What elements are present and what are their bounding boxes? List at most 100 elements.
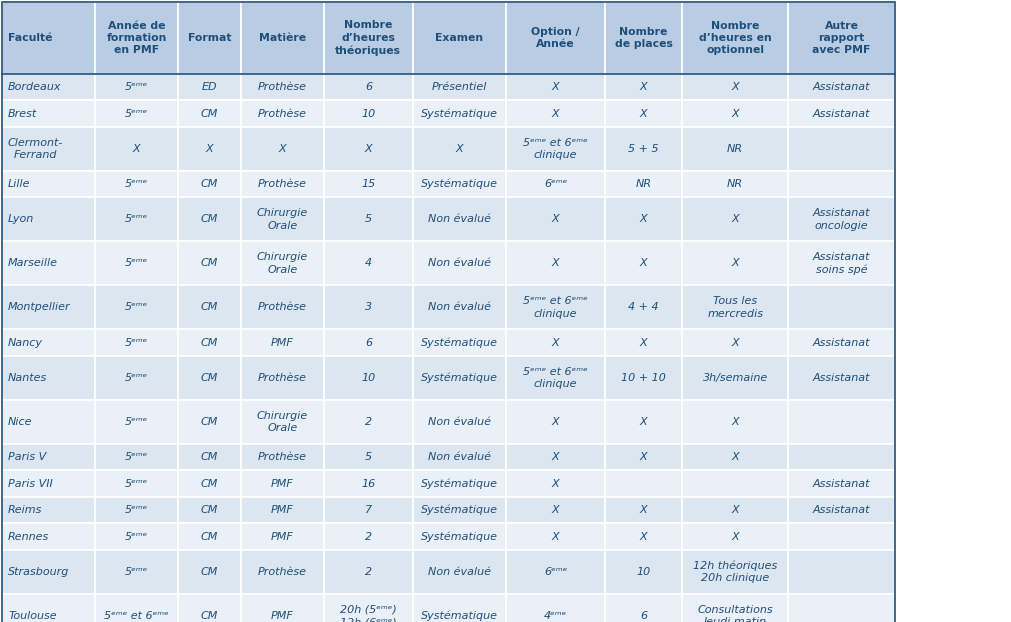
- Bar: [2, 74, 95, 101]
- Bar: [2, 470, 95, 497]
- Text: 6ᵉᵐᵉ: 6ᵉᵐᵉ: [544, 567, 566, 577]
- Bar: [95, 127, 178, 171]
- Text: Autre
rapport
avec PMF: Autre rapport avec PMF: [812, 21, 869, 55]
- Bar: [681, 356, 788, 400]
- Text: CM: CM: [200, 259, 218, 269]
- Bar: [241, 2, 324, 74]
- Bar: [178, 198, 241, 241]
- Bar: [178, 101, 241, 127]
- Text: 5ᵉᵐᵉ: 5ᵉᵐᵉ: [125, 109, 148, 119]
- Text: CM: CM: [200, 417, 218, 427]
- Bar: [178, 2, 241, 74]
- Text: 7: 7: [364, 505, 372, 515]
- Bar: [95, 74, 178, 101]
- Bar: [605, 470, 681, 497]
- Bar: [241, 101, 324, 127]
- Bar: [95, 470, 178, 497]
- Text: X: X: [639, 505, 647, 515]
- Bar: [241, 241, 324, 285]
- Text: 6: 6: [639, 611, 647, 621]
- Bar: [788, 524, 894, 550]
- Text: 6: 6: [364, 338, 372, 348]
- Bar: [681, 550, 788, 594]
- Bar: [324, 2, 412, 74]
- Text: 2: 2: [364, 567, 372, 577]
- Text: CM: CM: [200, 611, 218, 621]
- Text: Systématique: Systématique: [421, 108, 497, 119]
- Text: Systématique: Systématique: [421, 532, 497, 542]
- Text: X: X: [731, 338, 738, 348]
- Text: PMF: PMF: [271, 532, 293, 542]
- Bar: [2, 2, 894, 622]
- Text: PMF: PMF: [271, 505, 293, 515]
- Bar: [2, 2, 95, 74]
- Text: Nancy: Nancy: [8, 338, 43, 348]
- Bar: [178, 470, 241, 497]
- Bar: [2, 171, 95, 198]
- Bar: [95, 171, 178, 198]
- Text: Non évalué: Non évalué: [428, 452, 490, 462]
- Bar: [681, 74, 788, 101]
- Bar: [788, 127, 894, 171]
- Text: 2: 2: [364, 417, 372, 427]
- Text: X: X: [551, 532, 559, 542]
- Text: Clermont-
Ferrand: Clermont- Ferrand: [8, 138, 64, 160]
- Text: NR: NR: [727, 179, 742, 189]
- Text: 5ᵉᵐᵉ et 6ᵉᵐᵉ
clinique: 5ᵉᵐᵉ et 6ᵉᵐᵉ clinique: [523, 367, 587, 389]
- Text: 5ᵉᵐᵉ: 5ᵉᵐᵉ: [125, 452, 148, 462]
- Text: 5ᵉᵐᵉ et 6ᵉᵐᵉ
clinique: 5ᵉᵐᵉ et 6ᵉᵐᵉ clinique: [523, 296, 587, 318]
- Text: CM: CM: [200, 479, 218, 489]
- Bar: [506, 74, 605, 101]
- Text: CM: CM: [200, 532, 218, 542]
- Bar: [605, 550, 681, 594]
- Bar: [241, 444, 324, 470]
- Text: 10 + 10: 10 + 10: [621, 373, 665, 383]
- Text: X: X: [551, 109, 559, 119]
- Bar: [412, 285, 506, 330]
- Text: Assistanat: Assistanat: [812, 479, 869, 489]
- Bar: [506, 285, 605, 330]
- Text: X: X: [731, 82, 738, 92]
- Text: X: X: [731, 532, 738, 542]
- Text: CM: CM: [200, 505, 218, 515]
- Bar: [681, 524, 788, 550]
- Bar: [95, 594, 178, 622]
- Bar: [324, 497, 412, 524]
- Bar: [788, 470, 894, 497]
- Text: Assistanat
soins spé: Assistanat soins spé: [812, 252, 869, 275]
- Text: Assistanat: Assistanat: [812, 338, 869, 348]
- Text: Prothèse: Prothèse: [258, 452, 306, 462]
- Bar: [178, 74, 241, 101]
- Text: Prothèse: Prothèse: [258, 567, 306, 577]
- Bar: [412, 198, 506, 241]
- Text: X: X: [551, 417, 559, 427]
- Bar: [412, 594, 506, 622]
- Bar: [605, 497, 681, 524]
- Bar: [241, 470, 324, 497]
- Text: Option /
Année: Option / Année: [531, 27, 579, 49]
- Bar: [681, 171, 788, 198]
- Text: Paris V: Paris V: [8, 452, 47, 462]
- Bar: [95, 198, 178, 241]
- Bar: [95, 550, 178, 594]
- Bar: [681, 594, 788, 622]
- Text: 6: 6: [364, 82, 372, 92]
- Bar: [605, 2, 681, 74]
- Bar: [178, 524, 241, 550]
- Text: Paris VII: Paris VII: [8, 479, 53, 489]
- Bar: [178, 127, 241, 171]
- Text: X: X: [731, 259, 738, 269]
- Text: PMF: PMF: [271, 338, 293, 348]
- Text: 3h/semaine: 3h/semaine: [702, 373, 767, 383]
- Text: Prothèse: Prothèse: [258, 179, 306, 189]
- Text: X: X: [639, 259, 647, 269]
- Bar: [605, 127, 681, 171]
- Bar: [605, 241, 681, 285]
- Bar: [788, 285, 894, 330]
- Bar: [788, 101, 894, 127]
- Bar: [681, 444, 788, 470]
- Text: Systématique: Systématique: [421, 505, 497, 516]
- Bar: [605, 356, 681, 400]
- Text: X: X: [639, 82, 647, 92]
- Text: X: X: [551, 338, 559, 348]
